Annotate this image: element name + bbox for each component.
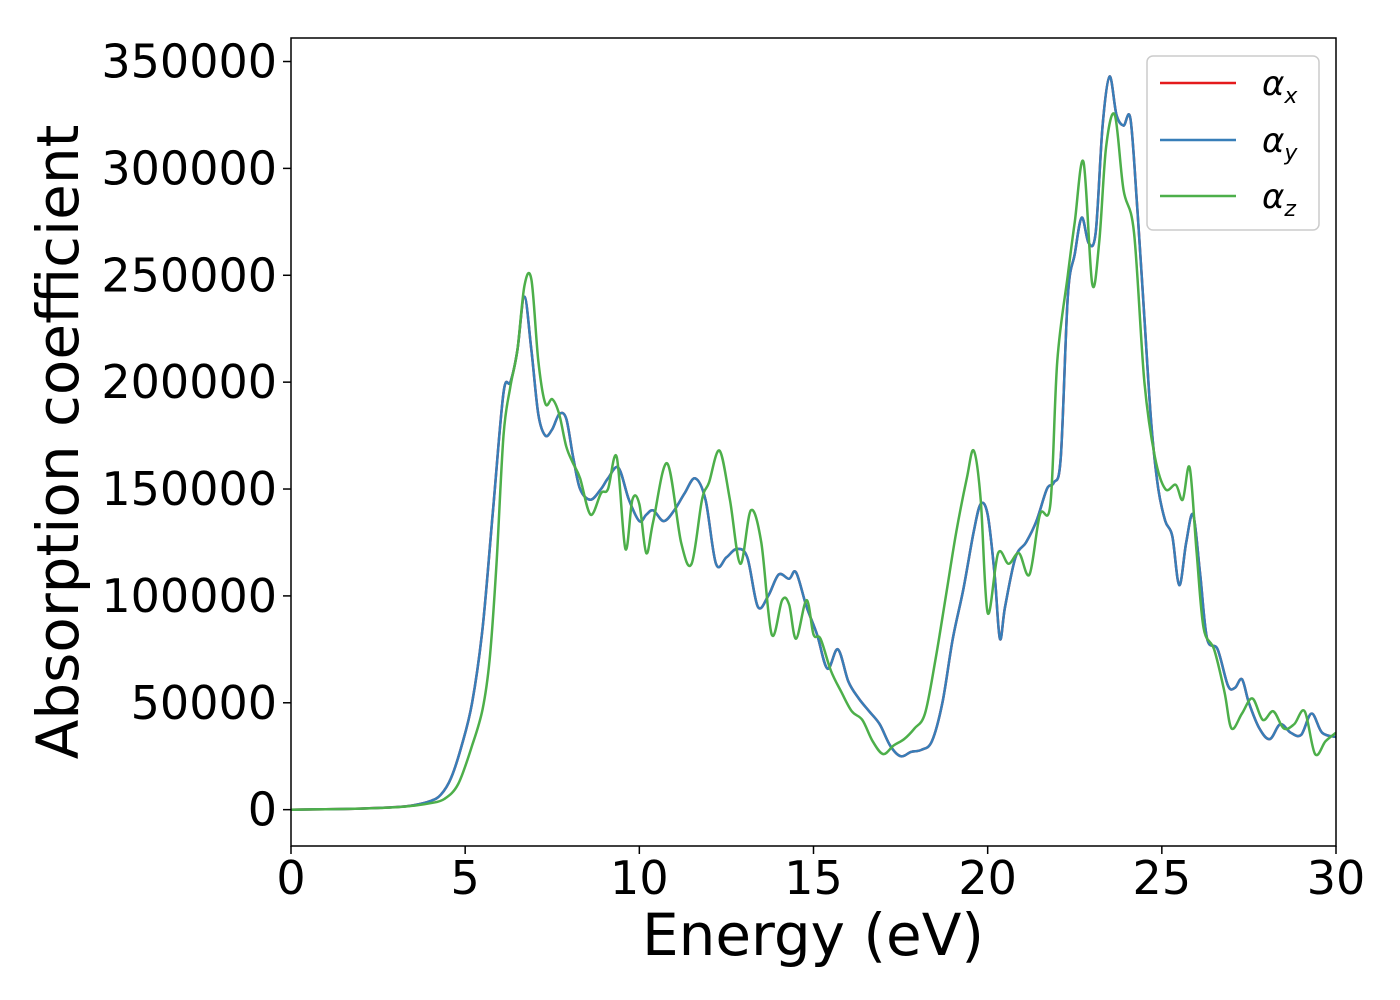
legend-label-alpha-x: αx [1262, 64, 1298, 109]
legend-subscript-x: x [1283, 84, 1298, 109]
series-layer [291, 75, 1336, 811]
x-axis-title: Energy (eV) [642, 901, 984, 969]
legend-subscript-y: y [1283, 141, 1298, 166]
y-tick-label: 150000 [101, 462, 277, 516]
x-tick-label: 20 [958, 851, 1017, 905]
legend-symbol-alpha-y: α [1262, 121, 1284, 161]
x-tick-label: 0 [276, 851, 305, 905]
legend-symbol-alpha-x: α [1262, 64, 1284, 104]
y-axis-title: Absorption coefficient [24, 125, 92, 760]
x-tick-label: 25 [1133, 851, 1192, 905]
y-tick-label: 300000 [101, 141, 277, 195]
y-tick-label: 100000 [101, 569, 277, 623]
series-line-z [291, 112, 1336, 811]
legend: αx αy αz [1146, 55, 1320, 231]
y-tick-label: 350000 [101, 35, 277, 89]
x-tick-label: 10 [610, 851, 669, 905]
x-axis: 0 5 10 15 20 25 30 [276, 846, 1365, 905]
y-tick-label: 0 [248, 783, 277, 837]
x-tick-label: 5 [451, 851, 480, 905]
x-tick-label: 30 [1307, 851, 1366, 905]
legend-frame [1146, 55, 1320, 231]
legend-label-alpha-y: αy [1262, 121, 1298, 166]
legend-label-alpha-z: αz [1262, 177, 1296, 222]
legend-symbol-alpha-z: α [1262, 177, 1284, 217]
y-tick-label: 200000 [101, 355, 277, 409]
y-tick-label: 250000 [101, 248, 277, 302]
series-line-y [291, 75, 1336, 811]
y-tick-label: 50000 [131, 676, 277, 730]
legend-subscript-z: z [1283, 197, 1296, 222]
x-tick-label: 15 [784, 851, 843, 905]
y-axis: 0 50000 100000 150000 200000 250000 300000 3500… [101, 35, 291, 837]
